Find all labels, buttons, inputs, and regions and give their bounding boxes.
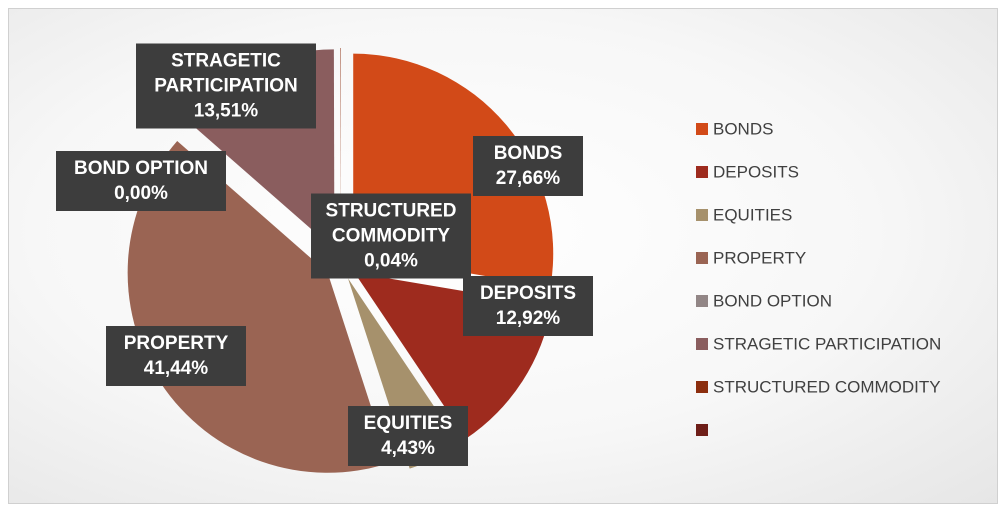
legend-swatch — [696, 209, 708, 221]
legend-label: STRAGETIC PARTICIPATION — [713, 334, 941, 353]
data-label: STRUCTURED COMMODITY 0,04% — [311, 193, 471, 279]
legend-swatch — [696, 123, 708, 135]
data-label-value: 4,43% — [381, 438, 435, 459]
data-label-value: 41,44% — [143, 358, 209, 379]
legend-label: PROPERTY — [713, 248, 806, 267]
data-label: BONDS 27,66% — [473, 136, 583, 196]
chart-area: BONDS DEPOSITS EQUITIES PROPERTY BOND OPTION… — [8, 8, 998, 504]
legend-swatch — [696, 295, 708, 307]
data-label: BOND OPTION 0,00% — [56, 151, 226, 211]
data-label-name: STRUCTURED COMMODITY — [325, 200, 457, 247]
data-label-name: EQUITIES — [363, 413, 453, 434]
pie-slice — [127, 141, 390, 473]
pie-slice — [340, 48, 341, 249]
data-label-name: BONDS — [493, 143, 563, 164]
legend-swatch — [696, 166, 708, 178]
legend-label: DEPOSITS — [713, 162, 799, 181]
data-label-name: DEPOSITS — [479, 283, 577, 304]
legend-swatch — [696, 252, 708, 264]
data-label-value: 0,00% — [114, 183, 168, 204]
data-label-name: BOND OPTION — [73, 158, 209, 179]
legend-label: STRUCTURED COMMODITY — [713, 377, 941, 396]
legend-swatch — [696, 381, 708, 393]
data-label: EQUITIES 4,43% — [348, 406, 468, 466]
legend-label: BONDS — [713, 119, 773, 138]
data-label: PROPERTY 41,44% — [106, 326, 246, 386]
data-label-value: 12,92% — [495, 308, 561, 329]
data-label-value: 13,51% — [193, 100, 259, 122]
data-label-name: STRAGETIC PARTICIPATION — [154, 50, 298, 97]
data-label-name: PROPERTY — [123, 333, 229, 354]
legend-swatch — [696, 338, 708, 350]
legend-label: EQUITIES — [713, 205, 792, 224]
data-label-value: 0,04% — [364, 250, 418, 272]
data-label-value: 27,66% — [495, 168, 561, 189]
legend-label: BOND OPTION — [713, 291, 832, 310]
data-label: DEPOSITS 12,92% — [463, 276, 593, 336]
data-label: STRAGETIC PARTICIPATION 13,51% — [136, 43, 316, 129]
legend-swatch — [696, 424, 708, 436]
